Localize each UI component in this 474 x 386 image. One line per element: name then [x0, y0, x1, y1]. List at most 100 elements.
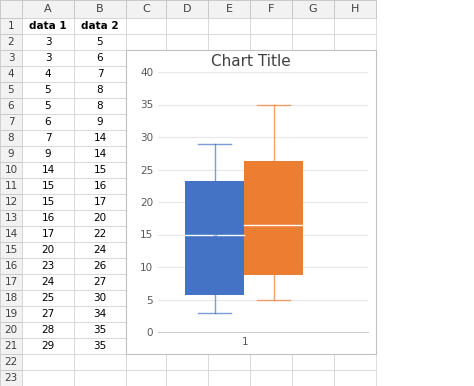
Bar: [22, 354, 74, 370]
Bar: [0, 210, 22, 226]
Bar: [334, 226, 376, 242]
Text: data 1: data 1: [29, 21, 67, 31]
Bar: [0, 114, 22, 130]
Text: 12: 12: [4, 197, 18, 207]
Bar: [74, 194, 126, 210]
Bar: [166, 306, 208, 322]
Bar: [0, 130, 22, 146]
Bar: [292, 178, 334, 194]
Text: 14: 14: [93, 149, 107, 159]
Bar: [292, 242, 334, 258]
Bar: [250, 226, 292, 242]
Bar: [126, 50, 166, 66]
Bar: [292, 306, 334, 322]
Bar: [208, 306, 250, 322]
Bar: [74, 114, 126, 130]
Bar: [208, 114, 250, 130]
Bar: [208, 322, 250, 338]
Bar: [126, 226, 166, 242]
Bar: [208, 194, 250, 210]
Text: 2: 2: [8, 37, 14, 47]
Text: 20: 20: [41, 245, 55, 255]
Bar: [126, 338, 166, 354]
Bar: [74, 258, 126, 274]
Bar: [208, 130, 250, 146]
Text: E: E: [226, 4, 233, 14]
Bar: [334, 18, 376, 34]
Bar: [208, 258, 250, 274]
Text: 35: 35: [93, 325, 107, 335]
Bar: [22, 178, 74, 194]
Bar: [166, 322, 208, 338]
Text: 5: 5: [45, 85, 51, 95]
Bar: [166, 66, 208, 82]
Text: Chart Title: Chart Title: [211, 54, 291, 68]
Text: 17: 17: [4, 277, 18, 287]
Bar: [292, 338, 334, 354]
Text: 24: 24: [41, 277, 55, 287]
Bar: [0, 66, 22, 82]
Bar: [166, 258, 208, 274]
Bar: [126, 210, 166, 226]
Text: 6: 6: [8, 101, 14, 111]
Bar: [292, 226, 334, 242]
Bar: [292, 146, 334, 162]
Text: F: F: [268, 4, 274, 14]
Bar: [126, 114, 166, 130]
Bar: [292, 50, 334, 66]
Bar: [22, 114, 74, 130]
Bar: [126, 274, 166, 290]
Bar: [22, 34, 74, 50]
Bar: [22, 162, 74, 178]
Bar: [22, 18, 74, 34]
Bar: [0, 0, 22, 18]
Bar: [74, 370, 126, 386]
Bar: [250, 114, 292, 130]
Bar: [250, 162, 292, 178]
Bar: [166, 210, 208, 226]
Bar: [334, 274, 376, 290]
Bar: [250, 50, 292, 66]
Bar: [250, 274, 292, 290]
Bar: [185, 181, 244, 295]
Bar: [166, 242, 208, 258]
Bar: [126, 322, 166, 338]
Bar: [250, 18, 292, 34]
Bar: [250, 338, 292, 354]
Bar: [208, 338, 250, 354]
Bar: [74, 130, 126, 146]
Bar: [208, 354, 250, 370]
Bar: [22, 258, 74, 274]
Bar: [22, 130, 74, 146]
Text: 6: 6: [97, 53, 103, 63]
Bar: [74, 306, 126, 322]
Bar: [126, 0, 166, 18]
Text: 35: 35: [93, 341, 107, 351]
Bar: [208, 162, 250, 178]
Bar: [334, 322, 376, 338]
Bar: [250, 66, 292, 82]
Bar: [334, 0, 376, 18]
Bar: [166, 354, 208, 370]
Bar: [74, 242, 126, 258]
Text: 27: 27: [93, 277, 107, 287]
Bar: [334, 354, 376, 370]
Text: B: B: [96, 4, 104, 14]
Text: 14: 14: [93, 133, 107, 143]
Text: 27: 27: [41, 309, 55, 319]
Bar: [250, 242, 292, 258]
Bar: [0, 290, 22, 306]
Text: 7: 7: [97, 69, 103, 79]
Bar: [126, 162, 166, 178]
Bar: [166, 290, 208, 306]
Bar: [0, 274, 22, 290]
Text: 9: 9: [97, 117, 103, 127]
Text: D: D: [183, 4, 191, 14]
Bar: [208, 66, 250, 82]
Bar: [166, 274, 208, 290]
Bar: [0, 98, 22, 114]
Bar: [244, 161, 303, 275]
Text: 23: 23: [4, 373, 18, 383]
Bar: [22, 226, 74, 242]
Bar: [22, 210, 74, 226]
